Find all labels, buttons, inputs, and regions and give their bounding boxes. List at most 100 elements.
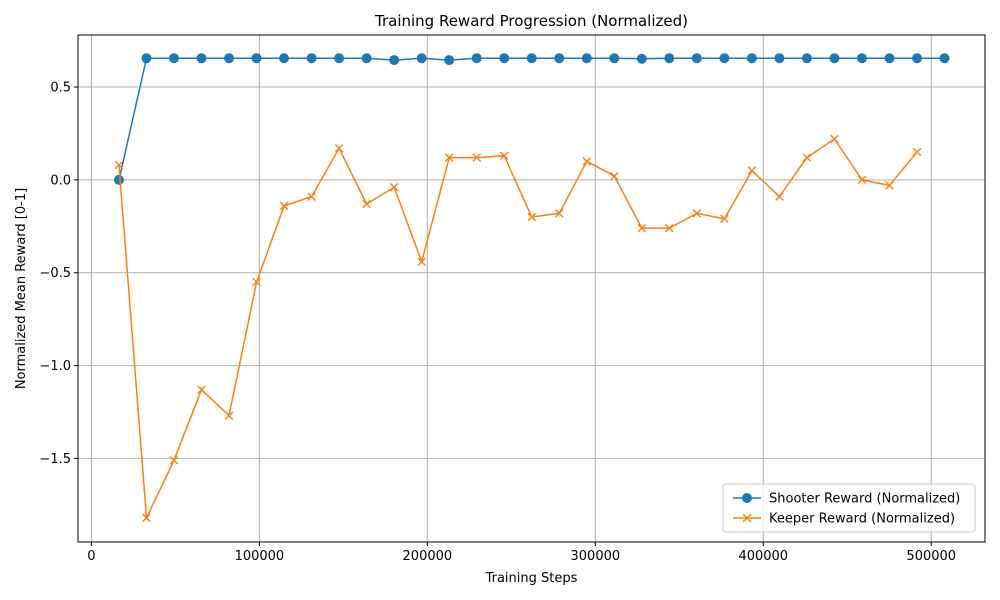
data-point-shooter bbox=[196, 53, 207, 64]
data-point-shooter bbox=[609, 53, 620, 64]
legend-swatch-marker bbox=[742, 513, 752, 523]
data-point-shooter bbox=[829, 53, 840, 64]
data-point-keeper bbox=[389, 182, 399, 192]
x-tick-label: 500000 bbox=[906, 549, 956, 564]
data-point-shooter bbox=[856, 53, 867, 64]
data-point-shooter bbox=[141, 53, 152, 64]
data-point-shooter bbox=[939, 53, 950, 64]
data-point-keeper bbox=[114, 160, 124, 170]
marker-stroke bbox=[775, 192, 784, 201]
x-tick-label: 100000 bbox=[235, 549, 285, 564]
x-tick-label: 400000 bbox=[738, 549, 788, 564]
marker-stroke bbox=[142, 513, 151, 523]
marker-stroke bbox=[802, 153, 812, 162]
data-point-shooter bbox=[279, 53, 290, 64]
data-point-keeper bbox=[472, 153, 481, 162]
data-point-shooter bbox=[499, 53, 510, 64]
data-point-shooter bbox=[251, 53, 262, 64]
marker-stroke bbox=[742, 513, 752, 523]
legend-item-keeper: Keeper Reward (Normalized) bbox=[733, 512, 955, 527]
marker-stroke bbox=[582, 156, 592, 166]
data-point-shooter bbox=[416, 53, 427, 64]
data-point-keeper bbox=[637, 223, 647, 233]
data-point-shooter bbox=[554, 53, 565, 64]
x-axis-label: Training Steps bbox=[485, 571, 578, 586]
data-point-shooter bbox=[168, 53, 179, 64]
data-point-keeper bbox=[527, 212, 537, 222]
data-point-shooter bbox=[636, 53, 647, 64]
data-point-keeper bbox=[499, 151, 509, 161]
y-tick-label: −1.0 bbox=[39, 359, 71, 374]
legend: Shooter Reward (Normalized) Keeper Reward… bbox=[722, 483, 976, 533]
data-point-keeper bbox=[610, 171, 619, 181]
marker-stroke bbox=[885, 181, 894, 190]
data-point-shooter bbox=[581, 53, 592, 64]
series-shooter bbox=[113, 53, 950, 185]
marker-stroke bbox=[527, 212, 537, 222]
marker-stroke bbox=[307, 192, 316, 201]
y-tick-label: −1.5 bbox=[39, 452, 71, 467]
series-line-keeper bbox=[118, 137, 918, 521]
data-point-shooter bbox=[746, 53, 757, 64]
data-point-keeper bbox=[417, 257, 426, 266]
data-point-keeper bbox=[665, 223, 674, 233]
data-point-shooter bbox=[691, 53, 702, 64]
data-point-keeper bbox=[582, 156, 592, 166]
marker-stroke bbox=[252, 277, 261, 287]
data-point-keeper bbox=[224, 411, 234, 421]
data-point-keeper bbox=[197, 385, 206, 395]
data-point-keeper bbox=[802, 153, 812, 162]
data-point-keeper bbox=[362, 199, 371, 209]
data-point-shooter bbox=[224, 53, 235, 64]
y-axis-label: Normalized Mean Reward [0-1] bbox=[14, 188, 29, 389]
data-point-shooter bbox=[471, 53, 482, 64]
data-point-shooter bbox=[801, 53, 812, 64]
x-tick-label: 0 bbox=[87, 549, 95, 564]
marker-stroke bbox=[224, 411, 234, 421]
data-point-shooter bbox=[774, 53, 785, 64]
y-tick-label: −0.5 bbox=[39, 266, 71, 281]
marker-stroke bbox=[197, 385, 206, 395]
data-point-keeper bbox=[912, 147, 922, 157]
data-point-keeper bbox=[885, 181, 894, 190]
legend-box bbox=[722, 483, 976, 533]
data-point-shooter bbox=[444, 55, 455, 66]
y-tick-label: 0.0 bbox=[50, 173, 71, 188]
marker-stroke bbox=[912, 147, 922, 157]
marker-stroke bbox=[747, 166, 757, 175]
marker-stroke bbox=[610, 171, 619, 181]
data-point-shooter bbox=[306, 53, 317, 64]
marker-stroke bbox=[444, 153, 454, 162]
marker-stroke bbox=[389, 182, 399, 192]
data-point-keeper bbox=[775, 192, 784, 201]
chart-title: Training Reward Progression (Normalized) bbox=[374, 12, 688, 30]
data-point-keeper bbox=[252, 277, 261, 287]
legend-swatch-marker bbox=[742, 493, 752, 503]
data-point-keeper bbox=[169, 455, 179, 465]
marker-stroke bbox=[279, 201, 289, 211]
tick-layer: 0 100000 200000 300000 400000 500000 −1.5 −1.0 −… bbox=[39, 81, 956, 565]
marker-stroke bbox=[499, 151, 509, 161]
data-point-keeper bbox=[142, 513, 151, 523]
grid-layer bbox=[78, 35, 985, 542]
data-point-shooter bbox=[664, 53, 675, 64]
series-line-shooter bbox=[118, 57, 945, 181]
data-point-shooter bbox=[884, 53, 895, 64]
marker-stroke bbox=[830, 134, 839, 144]
marker-stroke bbox=[114, 160, 124, 170]
data-point-shooter bbox=[389, 55, 400, 66]
data-point-keeper bbox=[334, 143, 344, 153]
marker-stroke bbox=[665, 223, 674, 233]
series-keeper bbox=[114, 134, 922, 523]
marker-stroke bbox=[169, 455, 179, 465]
data-point-shooter bbox=[361, 53, 372, 64]
marker-stroke bbox=[637, 223, 647, 233]
data-point-shooter bbox=[719, 53, 730, 64]
legend-label: Shooter Reward (Normalized) bbox=[769, 492, 960, 507]
data-point-shooter bbox=[912, 53, 923, 64]
data-point-keeper bbox=[307, 192, 316, 201]
plot-frame bbox=[77, 34, 986, 543]
x-tick-label: 200000 bbox=[403, 549, 453, 564]
